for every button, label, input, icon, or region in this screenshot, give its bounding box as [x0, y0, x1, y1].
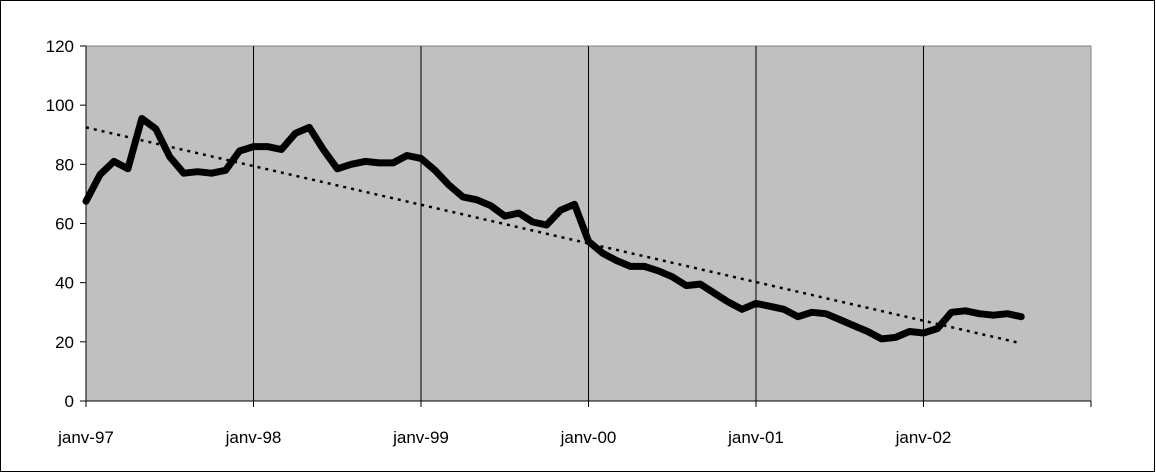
y-tick-label: 100 [46, 96, 74, 115]
y-tick-label: 80 [55, 155, 74, 174]
x-tick-label: janv-02 [895, 428, 952, 447]
x-tick-label: janv-99 [392, 428, 449, 447]
x-tick-label: janv-97 [57, 428, 114, 447]
x-tick-label: janv-98 [225, 428, 282, 447]
y-tick-label: 20 [55, 333, 74, 352]
y-tick-label: 0 [65, 392, 74, 411]
x-tick-label: janv-01 [727, 428, 784, 447]
y-tick-label: 60 [55, 215, 74, 234]
y-tick-label: 40 [55, 274, 74, 293]
y-tick-label: 120 [46, 37, 74, 56]
plot-area: 0 20 40 60 80 100 120 janv-97 janv-98 janv-99 janv… [46, 37, 1092, 447]
data-line [82, 115, 1025, 343]
x-tick-label: janv-00 [560, 428, 617, 447]
